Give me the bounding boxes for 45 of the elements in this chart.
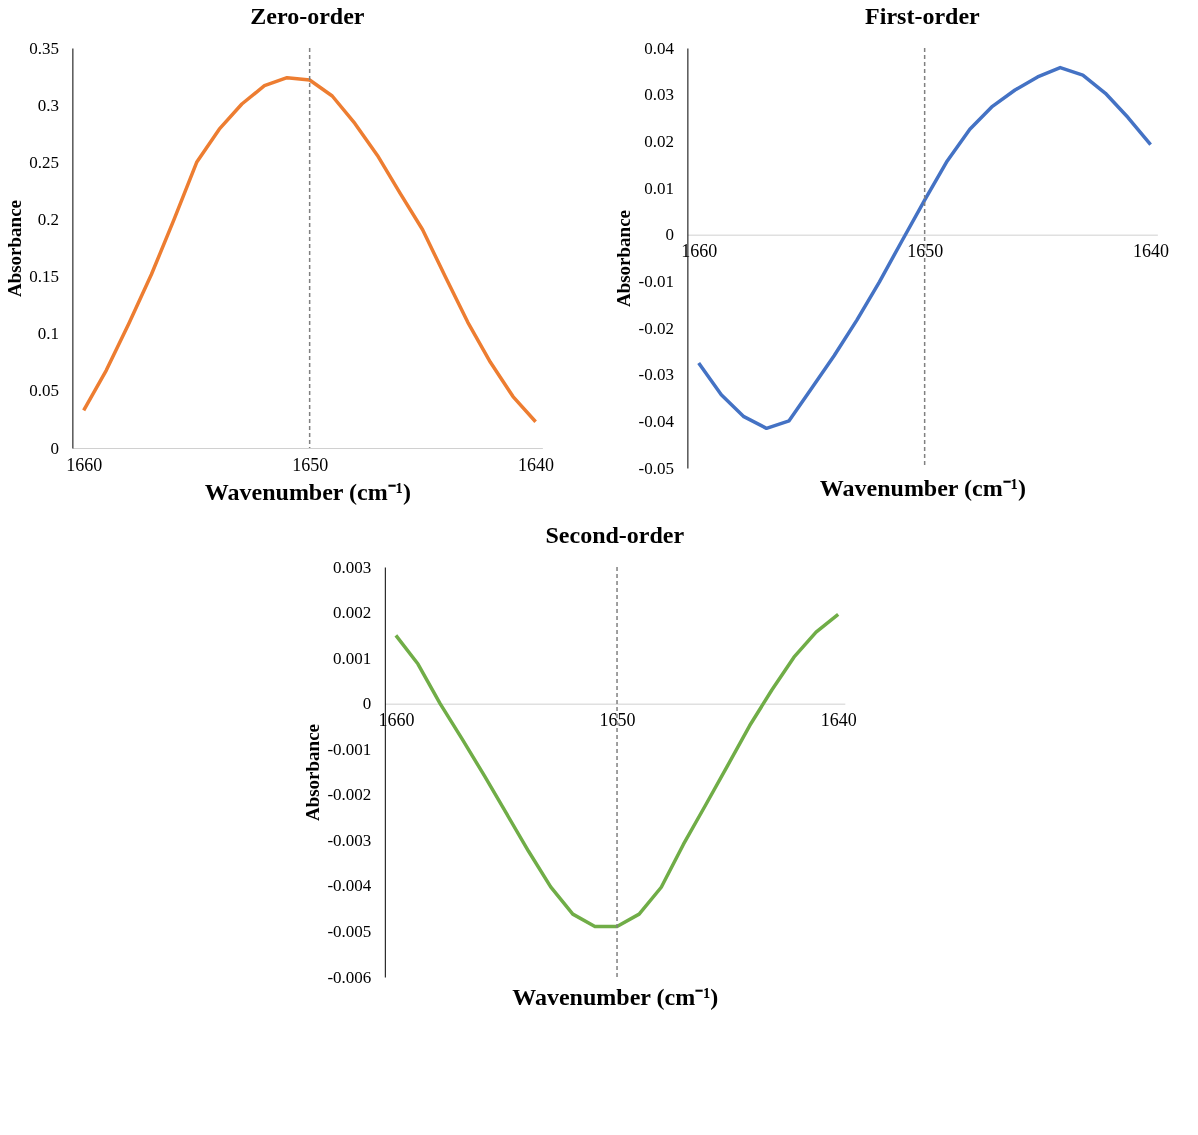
y-tick-label: -0.01 (638, 271, 674, 291)
chart-title: Zero-order (250, 3, 365, 29)
y-tick-label: 0.002 (333, 603, 372, 623)
y-tick-label: 0.03 (644, 85, 674, 105)
line-series (81, 75, 538, 424)
y-tick-label: 0.04 (644, 38, 675, 58)
y-tick-label: 0 (362, 694, 372, 714)
y-tick-label: 0.003 (333, 557, 372, 577)
y-tick-label: 0 (665, 225, 674, 245)
y-tick-label: 0.15 (29, 267, 59, 287)
y-tick-label: -0.005 (327, 921, 372, 941)
y-tick-label: 0.01 (644, 178, 674, 198)
y-tick-label: 0.1 (37, 324, 59, 344)
x-tick-label: 1650 (292, 454, 329, 475)
y-tick-label: -0.001 (327, 739, 372, 759)
x-tick-label: 1640 (518, 454, 555, 475)
y-tick-label: -0.05 (638, 458, 674, 478)
x-axis-title: Wavenumber (cm⁻¹) (819, 474, 1026, 501)
chart-title: Second-order (545, 522, 685, 548)
y-tick-label: -0.002 (327, 785, 372, 805)
y-tick-label: 0.05 (29, 381, 59, 401)
x-tick-label: 1640 (1133, 241, 1170, 262)
y-tick-label: -0.02 (638, 318, 674, 338)
y-tick-label: 0.001 (333, 648, 372, 668)
y-tick-label: 0.02 (644, 131, 674, 151)
y-tick-label: 0.25 (29, 152, 59, 172)
x-tick-label: 1660 (66, 454, 103, 475)
y-tick-label: 0.2 (37, 209, 59, 229)
y-tick-label: 0 (50, 438, 59, 458)
y-axis-title: Absorbance (4, 199, 26, 298)
y-axis-title: Absorbance (613, 209, 635, 308)
y-axis-title: Absorbance (302, 723, 324, 822)
y-tick-label: 0.35 (29, 38, 59, 58)
y-tick-label: 0.3 (37, 95, 59, 115)
x-tick-label: 1650 (907, 241, 944, 262)
y-tick-label: -0.04 (638, 411, 675, 431)
y-tick-label: -0.006 (327, 967, 372, 987)
y-tick-label: -0.003 (327, 830, 372, 850)
chart-title: First-order (865, 3, 981, 29)
x-tick-label: 1650 (599, 710, 636, 731)
x-tick-label: 1640 (820, 710, 857, 731)
x-axis-title: Wavenumber (cm⁻¹) (512, 983, 719, 1010)
x-axis-title: Wavenumber (cm⁻¹) (204, 478, 411, 505)
y-tick-label: -0.004 (327, 876, 372, 896)
y-tick-label: -0.03 (638, 365, 674, 385)
